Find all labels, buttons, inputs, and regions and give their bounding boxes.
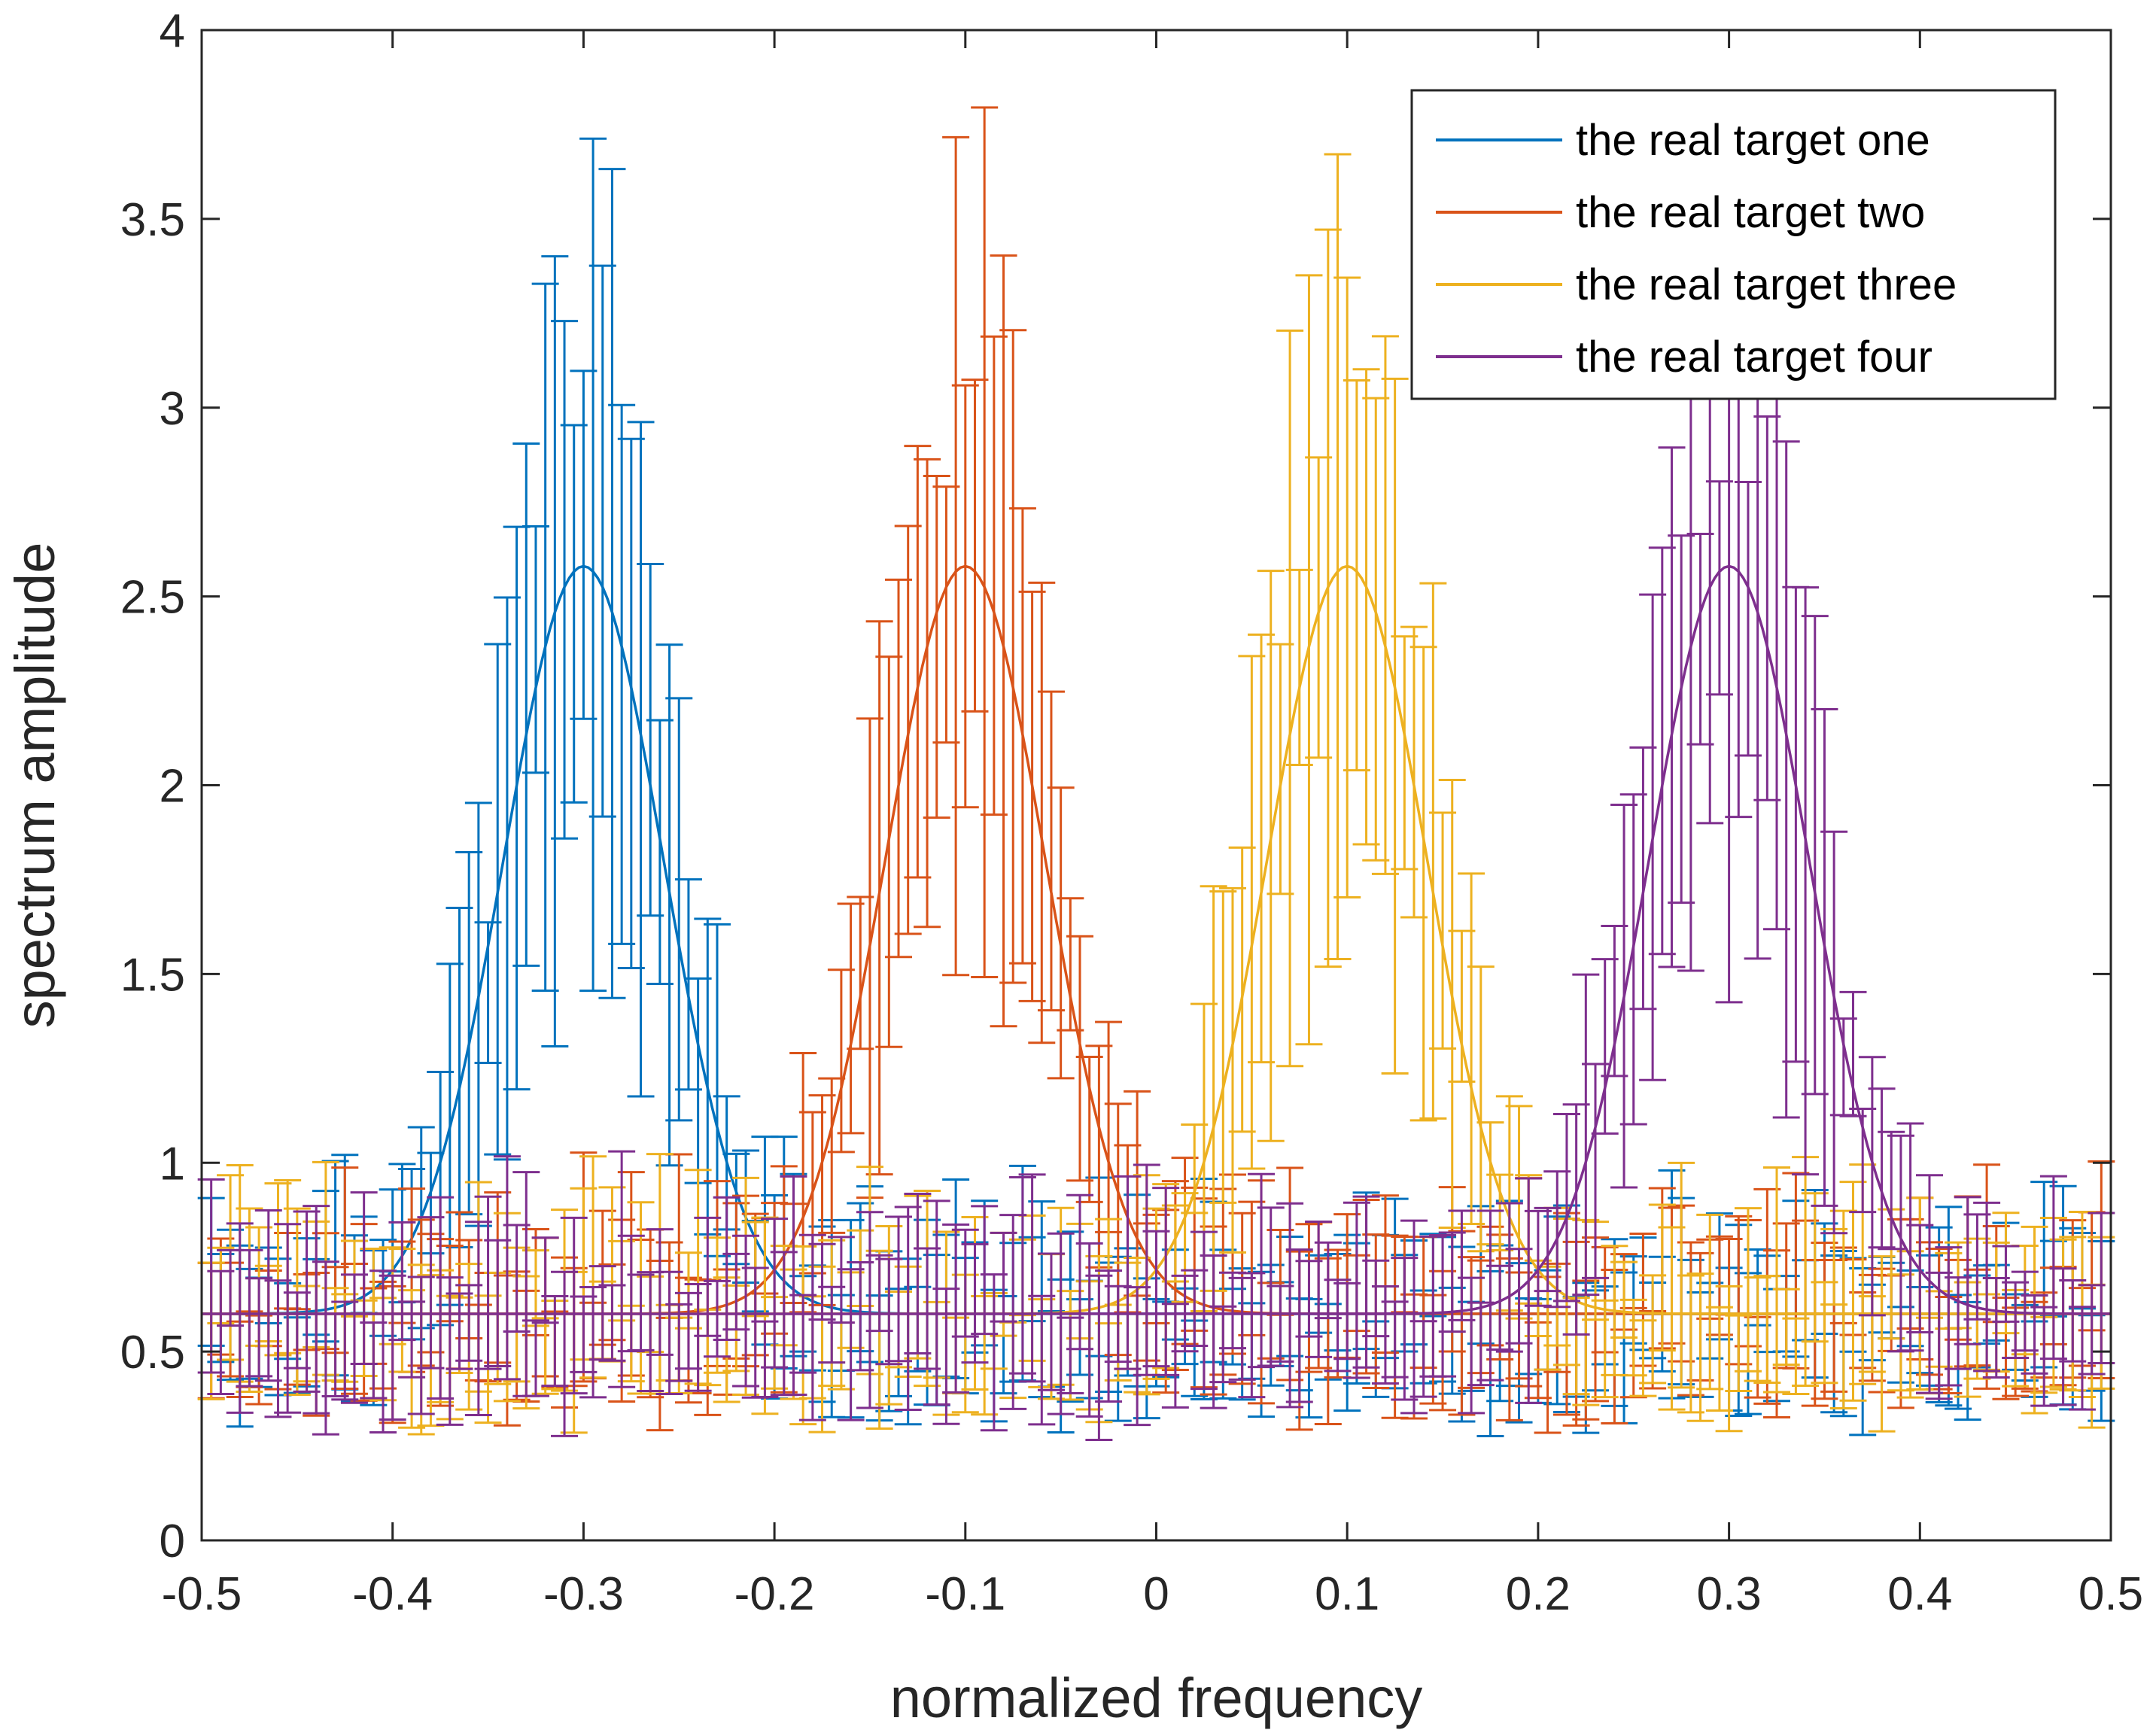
error-bar xyxy=(713,1196,740,1341)
y-tick-label: 1.5 xyxy=(120,949,185,1001)
error-bar xyxy=(1515,1177,1543,1404)
error-bar xyxy=(1352,1195,1380,1369)
x-tick-label: 0 xyxy=(1143,1568,1169,1620)
error-bar xyxy=(226,1222,254,1414)
error-bar xyxy=(1400,1219,1428,1415)
error-bar xyxy=(665,697,693,1122)
error-bar xyxy=(1763,1166,1791,1394)
x-tick-label: 0.3 xyxy=(1696,1568,1761,1620)
error-bar xyxy=(541,255,569,1048)
error-bar xyxy=(608,1150,636,1388)
y-tick-label: 3 xyxy=(160,383,185,435)
legend-entry: the real target two xyxy=(1436,188,1925,237)
error-bar xyxy=(1028,581,1056,1044)
legend-entry: the real target one xyxy=(1436,116,1930,165)
error-bar xyxy=(798,1233,826,1421)
error-bar xyxy=(999,329,1027,984)
error-bar xyxy=(512,442,540,967)
error-bar xyxy=(1658,446,1686,968)
error-bar xyxy=(1772,440,1800,1119)
error-bar xyxy=(1381,377,1409,1075)
x-tick-label: -0.4 xyxy=(352,1568,433,1620)
legend-label: the real target one xyxy=(1576,116,1930,165)
error-bar xyxy=(971,106,999,978)
error-bar xyxy=(655,1270,683,1395)
error-bar xyxy=(1715,1285,1743,1433)
y-tick-label: 3.5 xyxy=(120,194,185,246)
error-bar xyxy=(1305,1220,1333,1358)
error-bar xyxy=(1792,586,1820,1176)
series-4 xyxy=(197,123,2115,1441)
x-tick-label: -0.5 xyxy=(162,1568,242,1620)
error-bar xyxy=(914,458,941,929)
error-bar xyxy=(1276,1202,1304,1409)
error-bar xyxy=(1295,274,1323,1046)
error-bar xyxy=(990,254,1017,1028)
error-bar xyxy=(493,1155,521,1381)
x-tick-label: 0.4 xyxy=(1887,1568,1952,1620)
error-bar xyxy=(1858,1056,1886,1317)
error-bar xyxy=(1257,570,1285,1142)
legend-label: the real target four xyxy=(1576,333,1932,382)
error-bar xyxy=(1285,1248,1313,1403)
x-axis-title: normalized frequency xyxy=(890,1667,1422,1729)
error-bar xyxy=(1476,1209,1504,1382)
x-tick-label: -0.3 xyxy=(543,1568,624,1620)
legend-entry: the real target four xyxy=(1436,333,1932,382)
error-bar xyxy=(236,1248,263,1388)
error-bar xyxy=(1495,1202,1523,1353)
error-bar xyxy=(598,168,626,999)
error-bar xyxy=(579,137,607,993)
error-bar xyxy=(942,135,970,977)
error-bar xyxy=(2049,1267,2077,1406)
axes-layer: -0.5 -0.4 -0.3 -0.2 -0.1 0 0.1 0.2 0.3 0.4 0.5 0 0.5… xyxy=(120,5,2143,1620)
x-tick-label: 0.5 xyxy=(2078,1568,2143,1620)
error-bar xyxy=(923,475,950,819)
y-tick-label: 1 xyxy=(160,1138,185,1190)
error-bar xyxy=(1458,1276,1485,1415)
error-bar xyxy=(1820,830,1848,1235)
error-bar xyxy=(1324,1278,1352,1373)
error-bar xyxy=(942,1223,970,1394)
legend-label: the real target two xyxy=(1576,188,1925,237)
error-bar xyxy=(436,1276,464,1426)
error-bar xyxy=(1095,1269,1123,1403)
x-tick-label: -0.1 xyxy=(925,1568,1005,1620)
x-tick-label: 0.2 xyxy=(1506,1568,1571,1620)
legend-entry: the real target three xyxy=(1436,260,1957,309)
series-layer xyxy=(197,106,2115,1441)
error-bar xyxy=(560,1216,588,1395)
error-bar xyxy=(1047,1232,1075,1415)
error-bar xyxy=(1324,153,1352,961)
error-bar xyxy=(1276,329,1304,1068)
y-tick-label: 4 xyxy=(160,5,185,57)
error-bar xyxy=(1572,973,1600,1297)
error-bar xyxy=(551,320,579,840)
error-bar xyxy=(369,1269,397,1434)
error-bar xyxy=(312,1260,339,1436)
series-4-curve xyxy=(202,564,2111,1315)
error-bar xyxy=(780,1175,807,1397)
error-bar xyxy=(1248,1172,1276,1369)
legend-label: the real target three xyxy=(1576,260,1957,309)
x-tick-label: -0.2 xyxy=(734,1568,815,1620)
y-tick-label: 0 xyxy=(160,1516,185,1567)
error-bar xyxy=(627,421,655,1098)
error-bar xyxy=(856,1211,883,1409)
error-bar xyxy=(1896,1122,1924,1352)
x-tick-label: 0.1 xyxy=(1315,1568,1379,1620)
y-tick-label: 0.5 xyxy=(120,1327,185,1379)
error-bar xyxy=(1935,1246,1963,1387)
error-bar xyxy=(474,1195,502,1370)
legend-box xyxy=(1410,89,2057,400)
y-tick-label: 2 xyxy=(160,761,185,813)
y-axis-title: spectrum amplitude xyxy=(4,543,66,1029)
error-bar xyxy=(1419,582,1447,1120)
legend: the real target one the real target two th… xyxy=(1410,89,2057,400)
y-tick-label: 2.5 xyxy=(120,572,185,624)
error-bar xyxy=(274,1223,302,1414)
